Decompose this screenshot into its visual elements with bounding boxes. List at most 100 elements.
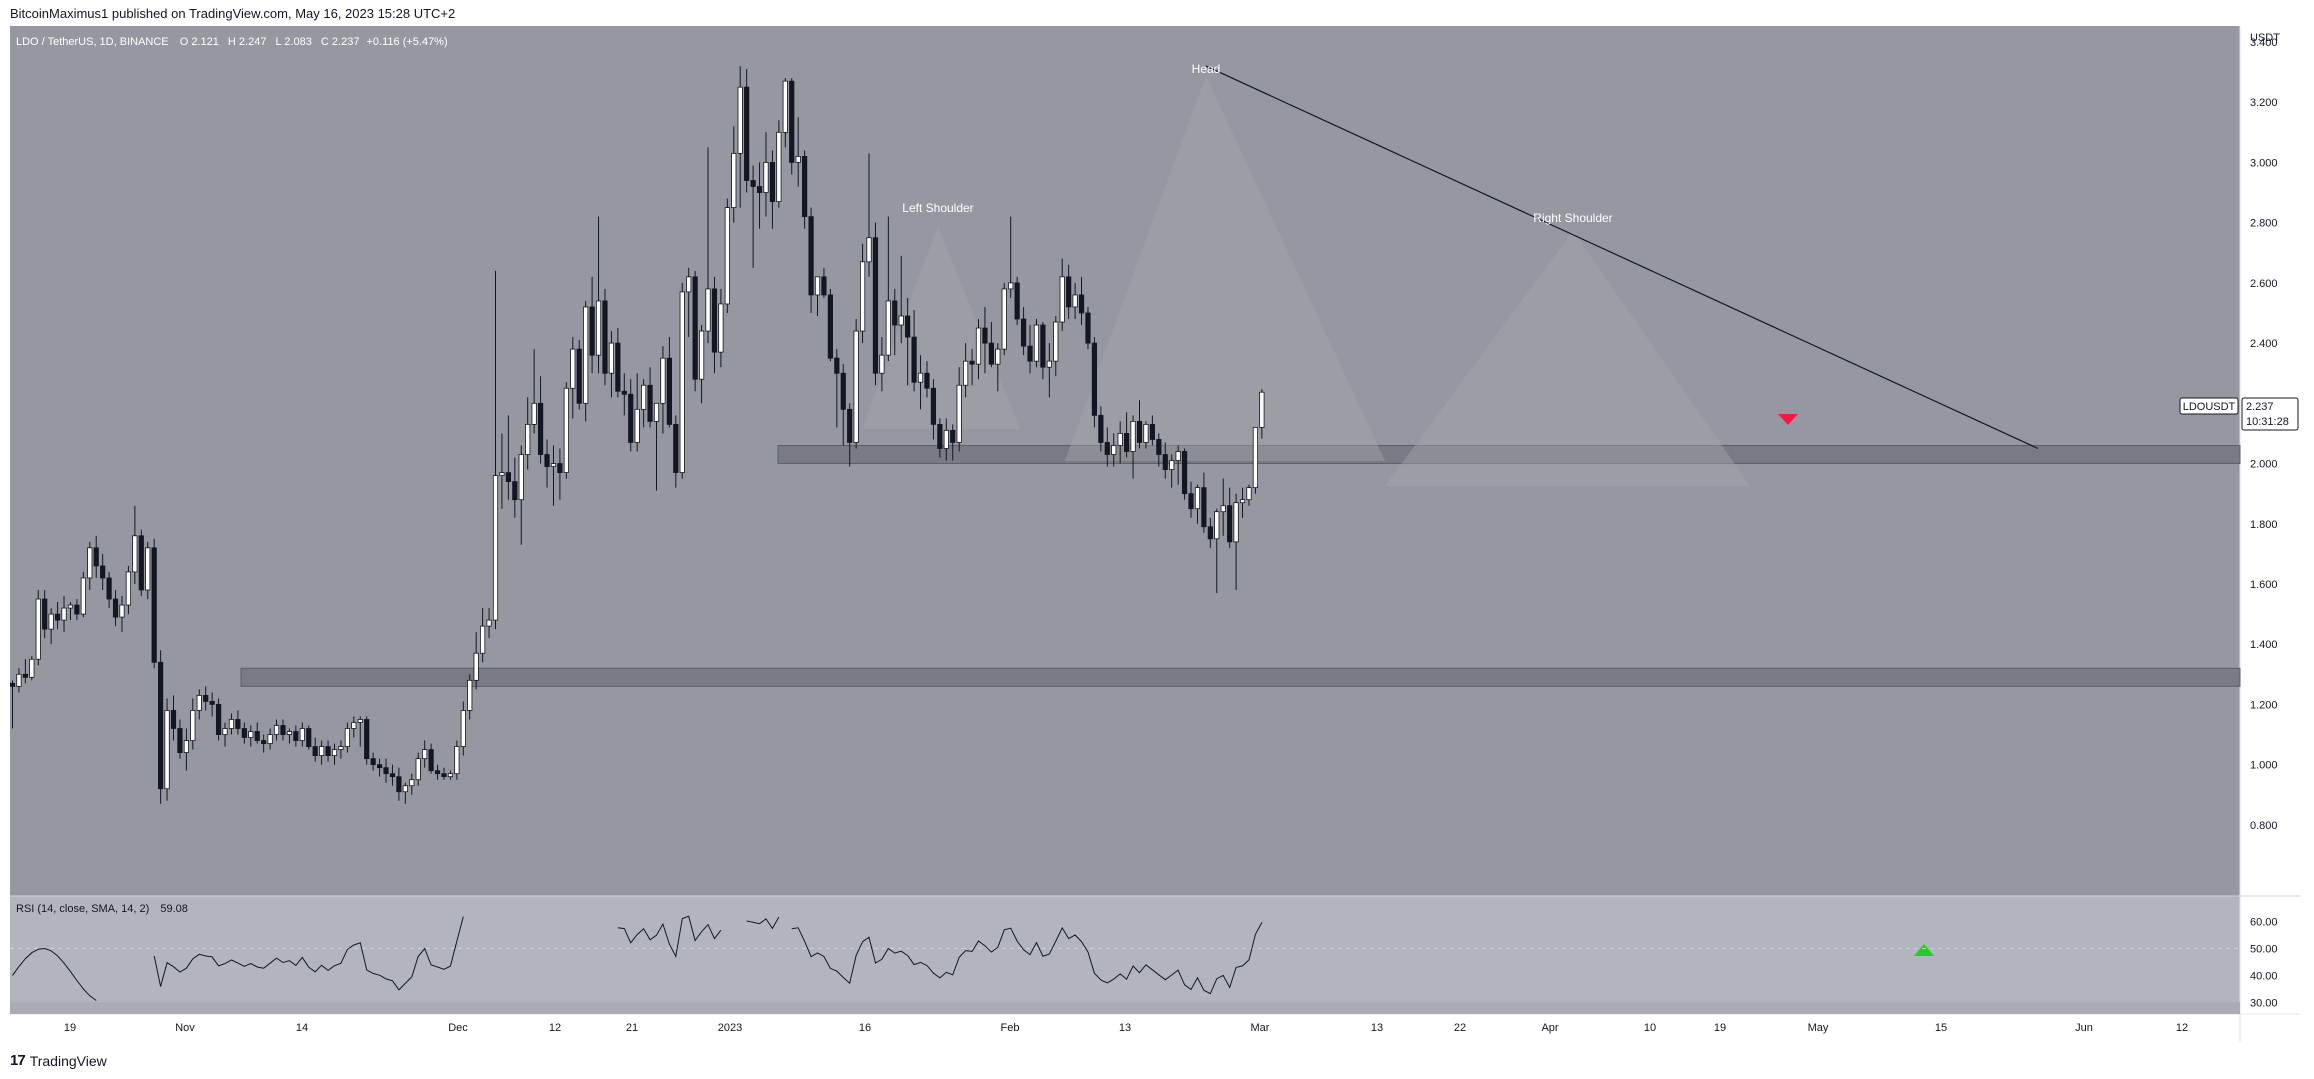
- candle-body-52: [344, 728, 350, 747]
- candle-body-194: [1259, 391, 1265, 428]
- time-tick-0: 19: [64, 1022, 76, 1034]
- candle-body-58: [383, 767, 389, 775]
- time-tick-18: Jun: [2075, 1022, 2093, 1034]
- candle-body-152: [988, 342, 994, 365]
- candle-body-144: [937, 423, 943, 449]
- candle-body-154: [1001, 288, 1007, 350]
- candle-body-131: [853, 330, 859, 443]
- candle-body-17: [119, 604, 125, 618]
- time-tick-9: 13: [1119, 1022, 1131, 1034]
- right-shoulder-shape: [1385, 231, 1750, 486]
- candle-body-112: [731, 153, 737, 209]
- candle-body-49: [325, 746, 331, 757]
- annotation-right-shoulder: Right Shoulder: [1533, 211, 1612, 225]
- rsi-tick-2: 40.00: [2250, 970, 2278, 982]
- legend-high-label: H: [228, 36, 236, 48]
- candle-body-139: [905, 315, 911, 338]
- chart-frame[interactable]: 3.4003.2003.0002.8002.6002.4002.2002.000…: [10, 26, 2300, 1042]
- symbol-badge[interactable]: LDOUSDT: [2179, 397, 2239, 415]
- footer: 17 TradingView: [10, 1052, 107, 1069]
- bullish-marker-icon: [1914, 944, 1934, 956]
- price-tick-7: 2.000: [2250, 459, 2278, 471]
- time-tick-19: 12: [2176, 1022, 2188, 1034]
- candle-body-92: [602, 300, 608, 374]
- candle-body-158: [1027, 345, 1033, 362]
- candle-body-61: [402, 785, 408, 793]
- candle-body-44: [293, 731, 299, 741]
- candle-body-171: [1111, 445, 1117, 455]
- candle-body-148: [963, 360, 969, 386]
- candle-body-43: [286, 731, 293, 735]
- candle-body-108: [705, 288, 711, 332]
- candles: [10, 66, 1265, 804]
- candle-body-143: [930, 387, 937, 425]
- candle-body-73: [480, 625, 486, 654]
- candle-body-188: [1220, 505, 1226, 513]
- candle-body-102: [666, 357, 672, 425]
- candle-body-182: [1181, 451, 1188, 495]
- candle-body-138: [898, 315, 904, 326]
- time-tick-4: 12: [549, 1022, 561, 1034]
- candle-body-109: [711, 288, 718, 353]
- candle-body-122: [795, 156, 801, 163]
- candle-body-142: [924, 372, 930, 389]
- candle-body-78: [512, 481, 518, 501]
- candle-body-10: [74, 604, 80, 615]
- candle-body-105: [686, 276, 692, 293]
- candle-body-26: [177, 728, 183, 753]
- chart-svg[interactable]: 3.4003.2003.0002.8002.6002.4002.2002.000…: [10, 26, 2300, 1042]
- candle-body-186: [1207, 526, 1213, 540]
- annotation-left-shoulder: Left Shoulder: [902, 201, 973, 215]
- candle-body-185: [1201, 487, 1207, 528]
- last-price-badge-bg[interactable]: [2241, 397, 2299, 431]
- candle-body-32: [215, 704, 222, 735]
- candle-body-0: [10, 682, 16, 687]
- candle-body-160: [1040, 324, 1046, 368]
- candle-body-25: [170, 710, 177, 729]
- rsi-tick-0: 60.00: [2250, 916, 2278, 928]
- candle-body-121: [789, 80, 795, 163]
- candle-body-129: [840, 372, 846, 410]
- candle-body-192: [1246, 487, 1252, 501]
- candle-body-27: [183, 740, 189, 753]
- candle-body-168: [1091, 342, 1098, 416]
- price-axis[interactable]: 3.4003.2003.0002.8002.6002.4002.2002.000…: [2250, 37, 2278, 832]
- candle-body-95: [621, 390, 627, 395]
- candle-body-161: [1046, 360, 1052, 368]
- candle-body-72: [473, 652, 479, 681]
- symbol-badge-bg[interactable]: [2179, 397, 2239, 415]
- candle-body-65: [428, 749, 434, 772]
- candle-body-163: [1059, 276, 1065, 323]
- candle-body-46: [306, 728, 312, 747]
- price-tick-0: 3.400: [2250, 37, 2278, 49]
- candle-body-159: [1033, 324, 1040, 362]
- rsi-pane-bg[interactable]: [10, 896, 2240, 1014]
- candle-body-103: [673, 423, 679, 473]
- time-tick-1: Nov: [175, 1022, 195, 1034]
- candle-body-45: [299, 728, 305, 741]
- head-shape: [1065, 76, 1385, 461]
- candle-body-101: [660, 357, 666, 404]
- time-tick-15: 19: [1714, 1022, 1726, 1034]
- candle-body-5: [42, 598, 48, 630]
- candle-body-123: [802, 156, 808, 218]
- candle-body-110: [718, 303, 724, 353]
- countdown-text: 10:31:28: [2246, 416, 2289, 428]
- candle-body-107: [698, 330, 705, 380]
- candle-body-124: [808, 216, 814, 296]
- candle-body-157: [1020, 318, 1027, 347]
- candle-body-57: [376, 764, 383, 769]
- time-axis[interactable]: 19 Nov 14 Dec 12 21 2023 16 Feb 13 Mar 13 22 Apr 10 19 M…: [64, 1022, 2188, 1034]
- price-tick-8: 1.800: [2250, 519, 2278, 531]
- candle-body-118: [769, 162, 776, 202]
- rsi-lower-band: [10, 1002, 2240, 1014]
- candle-body-106: [692, 276, 698, 380]
- candle-body-36: [241, 728, 247, 738]
- candle-body-170: [1104, 442, 1110, 455]
- candle-body-180: [1169, 460, 1175, 470]
- last-price-badge[interactable]: 2.237 10:31:28: [2241, 397, 2299, 431]
- candle-body-13: [93, 547, 99, 567]
- candle-body-145: [943, 430, 949, 449]
- candle-body-29: [196, 694, 202, 711]
- rsi-axis[interactable]: 60.00 50.00 40.00 30.00: [2250, 916, 2278, 1009]
